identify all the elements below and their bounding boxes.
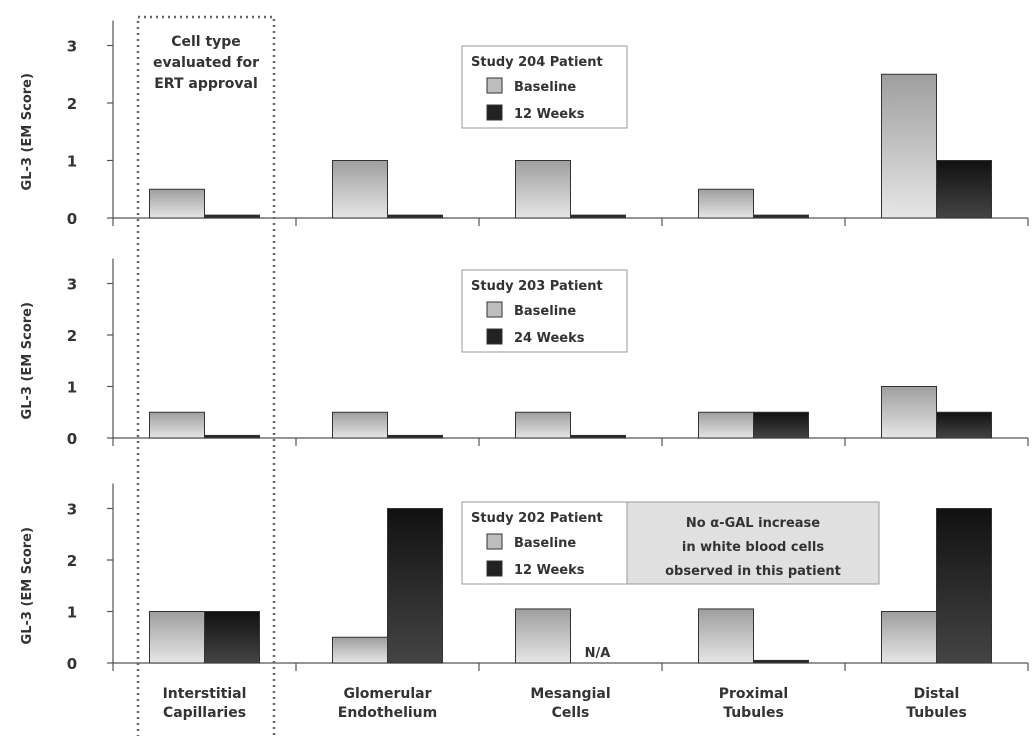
- legend-label: Baseline: [514, 80, 576, 95]
- bar-baseline: [881, 386, 937, 439]
- bar-12-weeks: [387, 508, 443, 664]
- legend-title: Study 202 Patient: [471, 511, 603, 526]
- highlight-note: ERT approval: [154, 76, 258, 92]
- x-category-label: Tubules: [723, 705, 784, 721]
- y-axis-label: GL-3 (EM Score): [20, 73, 35, 190]
- legend-swatch: [486, 77, 503, 94]
- bar-24-weeks: [387, 434, 443, 439]
- na-label: N/A: [585, 646, 611, 661]
- highlight-note: Cell type: [171, 34, 241, 50]
- legend-swatch: [486, 301, 503, 318]
- bar-baseline: [149, 411, 205, 439]
- y-tick-label: 1: [67, 604, 77, 622]
- panel-2: 0 1 2 3 GL-3 (EM Score) Study 203 Patient Base…: [20, 258, 1029, 448]
- bar-baseline: [698, 188, 754, 219]
- legend: Study 202 Patient Baseline 12 Weeks: [461, 501, 628, 585]
- x-category-label: Glomerular: [343, 686, 431, 702]
- x-category-label: Interstitial: [163, 686, 247, 702]
- y-tick-label: 3: [67, 276, 77, 294]
- highlight-note: evaluated for: [153, 55, 259, 71]
- y-tick-label: 2: [67, 327, 77, 345]
- y-tick-label: 1: [67, 379, 77, 397]
- bar-12-weeks: [753, 659, 809, 664]
- legend-label: Baseline: [514, 536, 576, 551]
- bar-baseline: [515, 160, 571, 219]
- bar-12-weeks: [204, 611, 260, 664]
- x-category-label: Mesangial: [530, 686, 610, 702]
- bar-baseline: [698, 608, 754, 664]
- legend-swatch: [486, 328, 503, 345]
- x-category-label: Endothelium: [338, 705, 437, 721]
- legend-label: 12 Weeks: [514, 107, 585, 122]
- bar-12-weeks: [936, 508, 992, 664]
- bar-baseline: [515, 608, 571, 664]
- bar-baseline: [881, 73, 937, 219]
- legend-title: Study 203 Patient: [471, 279, 603, 294]
- y-tick-label: 2: [67, 95, 77, 113]
- legend: Study 203 Patient Baseline 24 Weeks: [461, 269, 628, 353]
- bar-baseline: [332, 160, 388, 219]
- legend-label: 12 Weeks: [514, 563, 585, 578]
- bar-baseline: [149, 611, 205, 664]
- y-axis-label: GL-3 (EM Score): [20, 302, 35, 419]
- bar-24-weeks: [936, 411, 992, 439]
- bar-12-weeks: [570, 214, 626, 219]
- legend-swatch: [486, 104, 503, 121]
- annotation-text: observed in this patient: [665, 564, 841, 579]
- bar-12-weeks: [936, 160, 992, 219]
- x-category-label: Capillaries: [163, 705, 246, 721]
- y-tick-label: 2: [67, 552, 77, 570]
- bar-baseline: [698, 411, 754, 439]
- bar-24-weeks: [570, 434, 626, 439]
- panel-1: 0 1 2 3 GL-3 (EM Score) Study 204 Patient Base…: [20, 20, 1029, 228]
- bar-baseline: [332, 636, 388, 664]
- x-category-label: Distal: [914, 686, 960, 702]
- bar-12-weeks: [204, 214, 260, 219]
- panel-3: 0 1 2 3 GL-3 (EM Score) N/A Study 202 Patient B…: [20, 483, 1029, 673]
- legend-label: 24 Weeks: [514, 331, 585, 346]
- y-tick-label: 0: [67, 430, 77, 448]
- x-category-label: Proximal: [719, 686, 788, 702]
- annotation-box: [626, 501, 880, 585]
- y-tick-label: 0: [67, 210, 77, 228]
- bar-baseline: [149, 188, 205, 219]
- y-tick-label: 1: [67, 153, 77, 171]
- y-tick-label: 3: [67, 501, 77, 519]
- bar-12-weeks: [387, 214, 443, 219]
- annotation-text: in white blood cells: [682, 540, 824, 555]
- y-tick-label: 3: [67, 38, 77, 56]
- legend-swatch: [486, 560, 503, 577]
- bar-baseline: [515, 411, 571, 439]
- bar-12-weeks: [753, 214, 809, 219]
- highlight-box: [136, 15, 276, 736]
- annotation-text: No α-GAL increase: [686, 516, 820, 531]
- y-axis-label: GL-3 (EM Score): [20, 527, 35, 644]
- legend-swatch: [486, 533, 503, 550]
- bar-baseline: [332, 411, 388, 439]
- legend-title: Study 204 Patient: [471, 55, 603, 70]
- legend-label: Baseline: [514, 304, 576, 319]
- y-tick-label: 0: [67, 655, 77, 673]
- bar-24-weeks: [204, 434, 260, 439]
- x-category-label: Cells: [552, 705, 590, 721]
- bar-24-weeks: [753, 411, 809, 439]
- legend: Study 204 Patient Baseline 12 Weeks: [461, 45, 628, 129]
- x-category-label: Tubules: [906, 705, 967, 721]
- bar-baseline: [881, 611, 937, 664]
